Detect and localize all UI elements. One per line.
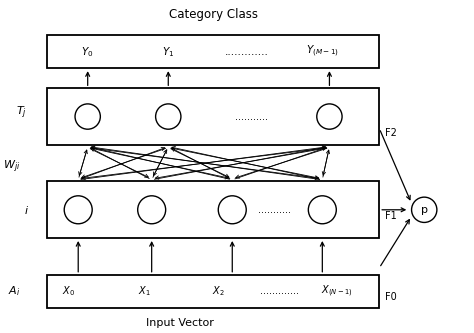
Text: $A_i$: $A_i$: [8, 284, 20, 298]
Text: F1: F1: [385, 211, 397, 221]
Ellipse shape: [155, 104, 181, 129]
Bar: [47, 275, 379, 308]
Text: $Y_1$: $Y_1$: [162, 45, 174, 59]
Bar: [47, 181, 379, 238]
Text: .............: .............: [260, 286, 299, 296]
Text: ...........: ...........: [235, 112, 268, 122]
Text: .............: .............: [225, 47, 268, 57]
Ellipse shape: [64, 196, 92, 224]
Text: $T_j$: $T_j$: [16, 105, 27, 122]
Text: ...........: ...........: [258, 205, 292, 215]
Ellipse shape: [137, 196, 166, 224]
Text: $W_{ji}$: $W_{ji}$: [3, 158, 20, 175]
Text: p: p: [421, 205, 428, 215]
Ellipse shape: [317, 104, 342, 129]
Bar: [47, 88, 379, 145]
Text: $Y_0$: $Y_0$: [82, 45, 94, 59]
Ellipse shape: [75, 104, 100, 129]
Text: $X_{(N-1)}$: $X_{(N-1)}$: [321, 284, 352, 299]
Text: F2: F2: [385, 128, 397, 138]
Text: $i$: $i$: [24, 204, 28, 216]
Ellipse shape: [218, 196, 246, 224]
Text: $X_0$: $X_0$: [62, 284, 75, 298]
Bar: [47, 35, 379, 68]
Text: Category Class: Category Class: [169, 8, 258, 22]
Text: F0: F0: [385, 292, 397, 302]
Ellipse shape: [308, 196, 337, 224]
Text: $Y_{(M-1)}$: $Y_{(M-1)}$: [306, 44, 339, 59]
Text: $X_2$: $X_2$: [212, 284, 224, 298]
Text: Input Vector: Input Vector: [146, 318, 214, 328]
Text: $X_1$: $X_1$: [138, 284, 151, 298]
Ellipse shape: [411, 197, 437, 222]
